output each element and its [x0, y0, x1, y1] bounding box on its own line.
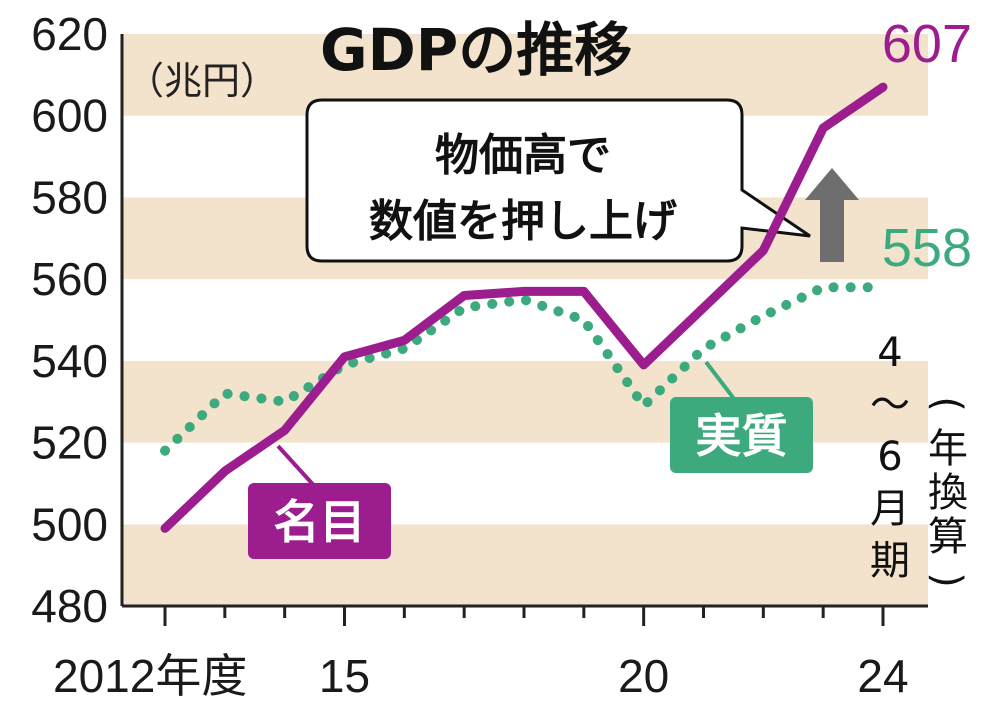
period-note-char-3: 月 — [870, 486, 910, 532]
y-tick-label-520: 520 — [31, 417, 108, 469]
period-paren-char-3: 算 — [928, 514, 968, 560]
period-note: 4 〜 6 月期 ( 年換算) — [870, 330, 970, 588]
x-tick-label-2024: 24 — [857, 650, 908, 702]
y-tick-label-560: 560 — [31, 253, 108, 305]
x-tick-label-2015: 15 — [319, 650, 370, 702]
real-label-text: 実質 — [696, 409, 788, 463]
y-tick-label-580: 580 — [31, 171, 108, 223]
annotation-callout: 物価高で 数値を押し上げ — [305, 98, 811, 263]
end-value-labels: 607 558 — [882, 14, 972, 278]
x-tick-label-2012: 2012年度 — [53, 650, 247, 702]
real-gdp-line — [160, 282, 888, 456]
band-480-500 — [122, 524, 928, 606]
up-arrow-shape — [805, 168, 859, 262]
nominal-label-box — [248, 483, 391, 559]
y-tick-label-480: 480 — [31, 580, 108, 632]
period-paren-char-4: ) — [924, 572, 970, 588]
y-axis: 480 500 520 540 560 580 600 620 — [31, 8, 124, 632]
callout-box — [305, 98, 811, 263]
callout-line-2: 数値を押し上げ — [369, 196, 677, 247]
period-paren-char-2: 換 — [928, 470, 968, 516]
nominal-label-pointer — [276, 444, 320, 492]
period-paren-char-1: 年 — [928, 426, 968, 472]
nominal-end-value: 607 — [882, 14, 972, 74]
y-tick-label-500: 500 — [31, 498, 108, 550]
x-axis: 2012年度 15 20 24 — [53, 604, 928, 702]
period-paren-char-0: ( — [924, 396, 970, 412]
real-label-box — [670, 397, 813, 473]
y-tick-label-600: 600 — [31, 90, 108, 142]
series-lines — [160, 82, 888, 533]
real-end-value: 558 — [882, 218, 972, 278]
period-note-char-4: 期 — [870, 538, 910, 584]
x-tick-label-2020: 20 — [618, 650, 669, 702]
up-arrow — [805, 168, 859, 262]
chart-title: GDPの推移 — [320, 16, 632, 84]
nominal-label-text: 名目 — [274, 495, 366, 549]
y-axis-unit-label: （兆円） — [126, 59, 278, 103]
nominal-gdp-line — [160, 82, 888, 533]
y-tick-label-620: 620 — [31, 8, 108, 60]
callout-line-1: 物価高で — [435, 130, 611, 181]
series-labels: 名目 実質 — [248, 360, 813, 559]
period-note-char-1: 〜 — [870, 382, 910, 428]
y-tick-label-540: 540 — [31, 335, 108, 387]
period-note-char-0: 4 — [877, 330, 902, 376]
period-note-char-2: 6 — [877, 434, 902, 480]
